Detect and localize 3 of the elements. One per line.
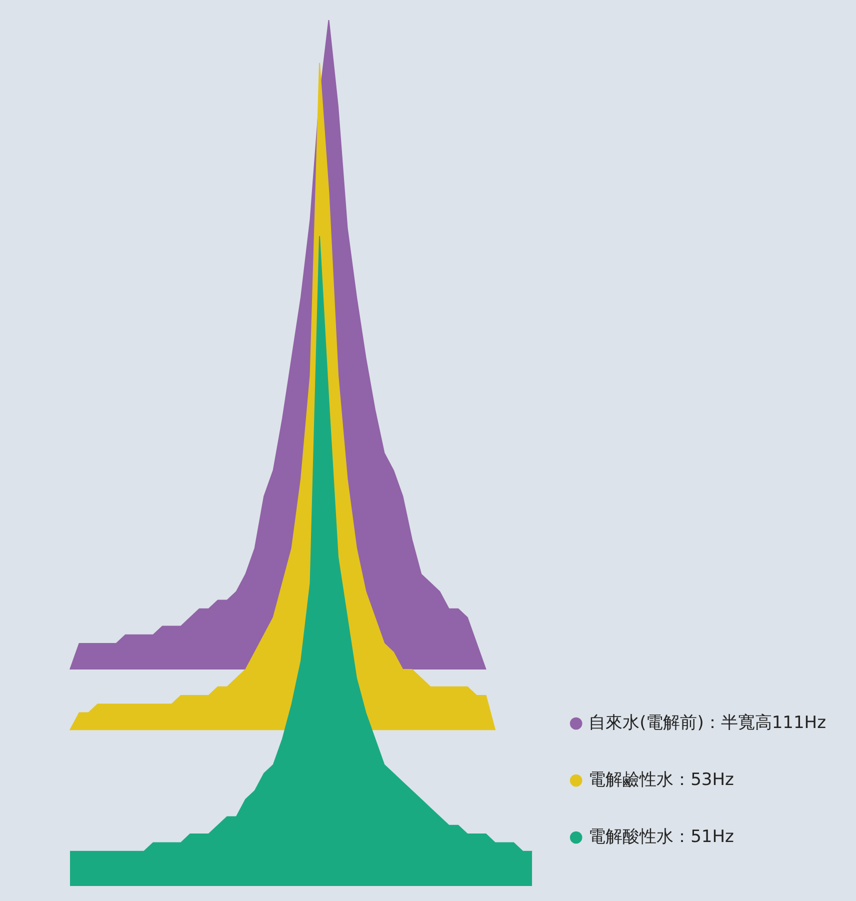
legend-label: 電解鹼性水：53Hz (588, 770, 734, 790)
legend-label: 自來水(電解前)：半寬高111Hz (588, 712, 826, 733)
legend-label: 電解酸性水：51Hz (588, 826, 734, 847)
